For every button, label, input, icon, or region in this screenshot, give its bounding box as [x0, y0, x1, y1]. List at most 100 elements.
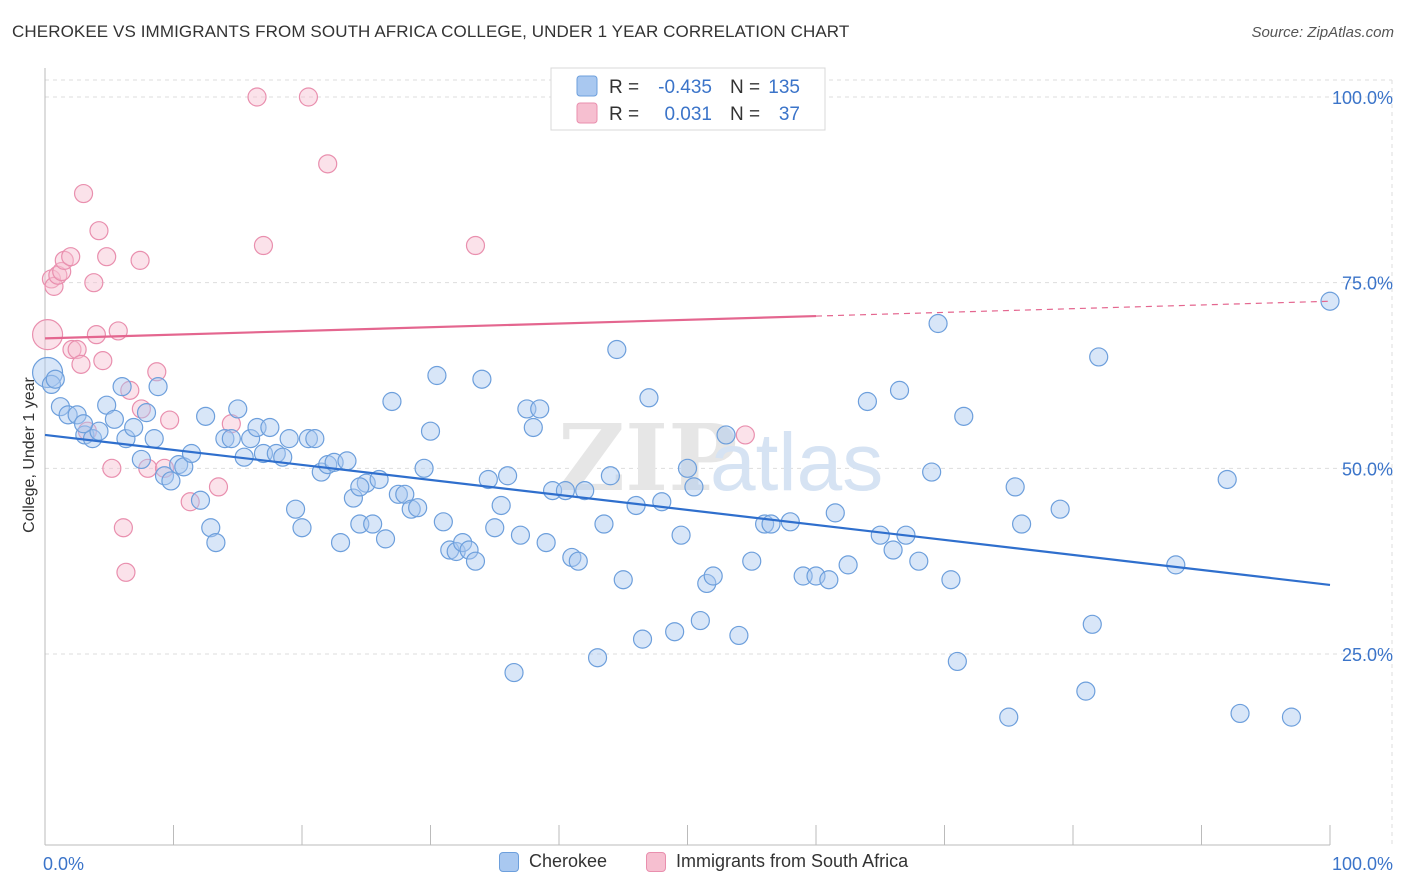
- y-tick-label: 100.0%: [1332, 88, 1393, 108]
- cherokee-point: [613, 570, 633, 590]
- cherokee-point: [215, 429, 235, 449]
- legend-r-value-1: -0.435: [658, 77, 712, 98]
- cherokee-point: [472, 369, 492, 389]
- cherokee-point: [1050, 499, 1070, 519]
- south-africa-point: [130, 250, 150, 270]
- cherokee-point: [825, 503, 845, 523]
- cherokee-point: [1230, 703, 1250, 724]
- cherokee-point: [889, 380, 910, 400]
- south-africa-point: [62, 339, 82, 360]
- south-africa-point: [97, 247, 117, 267]
- legend-n-label-1: N =: [730, 77, 760, 98]
- cherokee-point: [575, 481, 595, 501]
- cherokee-point: [1005, 477, 1025, 497]
- x-tick-label-max: 100.0%: [1332, 854, 1393, 874]
- cherokee-point: [148, 377, 168, 397]
- cherokee-point: [568, 551, 588, 571]
- cherokee-point: [433, 512, 453, 532]
- south-africa-point: [73, 183, 94, 204]
- south-africa-point: [113, 518, 133, 538]
- cherokee-point: [639, 388, 659, 408]
- cherokee-point: [1089, 347, 1109, 367]
- cherokee-point: [206, 532, 226, 553]
- cherokee-point: [420, 421, 441, 441]
- cherokee-point: [401, 499, 421, 519]
- cherokee-point: [298, 429, 319, 449]
- south-africa-point: [31, 319, 64, 351]
- cherokee-point: [305, 429, 325, 449]
- south-africa-point: [131, 399, 151, 419]
- cherokee-point: [45, 369, 65, 389]
- cherokee-point: [947, 651, 967, 672]
- south-africa-point: [465, 235, 486, 256]
- cherokee-point: [922, 462, 942, 482]
- south-africa-point: [247, 87, 267, 107]
- cherokee-point: [729, 625, 749, 646]
- cherokee-point: [523, 417, 543, 438]
- south-africa-point: [102, 458, 122, 478]
- bottom-legend-swatch-cherokee: [499, 851, 519, 872]
- trend-line-south-africa: [44, 314, 817, 340]
- cherokee-point: [41, 374, 62, 395]
- cherokee-point: [941, 570, 961, 590]
- south-africa-point: [71, 354, 91, 374]
- cherokee-point: [607, 339, 627, 360]
- cherokee-point: [112, 377, 132, 397]
- legend-n-label-2: N =: [730, 104, 760, 125]
- legend-n-value-1: 135: [768, 77, 800, 98]
- chart-title: CHEROKEE VS IMMIGRANTS FROM SOUTH AFRICA…: [12, 22, 850, 41]
- y-axis-label: College, Under 1 year: [21, 377, 38, 533]
- cherokee-point: [375, 529, 396, 549]
- cherokee-point: [600, 466, 621, 486]
- south-africa-point: [67, 339, 87, 360]
- bottom-legend-label-cherokee: Cherokee: [529, 851, 608, 871]
- cherokee-point: [427, 365, 447, 386]
- south-africa-point: [93, 351, 113, 371]
- watermark: ZIP atlas: [558, 404, 883, 512]
- cherokee-point: [382, 391, 402, 412]
- cherokee-point: [857, 391, 878, 412]
- cherokee-point: [201, 518, 221, 538]
- y-tick-label: 75.0%: [1342, 274, 1393, 294]
- cherokee-point: [510, 525, 531, 545]
- watermark-atlas: atlas: [710, 417, 883, 508]
- cherokee-point: [954, 406, 974, 426]
- legend-r-label-2: R =: [609, 104, 639, 125]
- cherokee-point: [350, 477, 370, 497]
- cherokee-point: [1082, 614, 1102, 634]
- bottom-legend-swatch-south-africa: [646, 851, 666, 872]
- cherokee-point: [330, 532, 351, 553]
- cherokee-point: [632, 629, 653, 649]
- south-africa-point: [318, 154, 338, 174]
- south-africa-point: [44, 276, 64, 296]
- cherokee-point: [498, 466, 518, 486]
- cherokee-point: [144, 429, 164, 449]
- cherokee-point: [50, 397, 71, 417]
- series-cherokee-points: [31, 291, 1340, 727]
- cherokee-point: [1281, 707, 1302, 727]
- cherokee-point: [161, 471, 181, 491]
- legend-r-value-2: 0.031: [664, 104, 712, 125]
- cherokee-point: [870, 525, 890, 545]
- cherokee-point: [337, 451, 357, 471]
- cherokee-point: [999, 707, 1019, 727]
- cherokee-point: [131, 449, 151, 470]
- cherokee-point: [909, 551, 929, 571]
- cherokee-point: [343, 488, 363, 508]
- cherokee-point: [838, 555, 858, 575]
- cherokee-point: [819, 570, 839, 590]
- series-south-africa-points: [31, 87, 755, 582]
- cherokee-point: [154, 466, 175, 486]
- legend-swatch-south-africa: [576, 102, 598, 124]
- cherokee-point: [1076, 681, 1096, 701]
- cherokee-point: [928, 313, 948, 334]
- legend-n-value-2: 37: [779, 104, 800, 125]
- cherokee-point: [536, 532, 556, 553]
- south-africa-point: [147, 362, 167, 382]
- cherokee-point: [453, 532, 473, 553]
- bottom-legend-label-south-africa: Immigrants from South Africa: [676, 851, 909, 871]
- cherokee-point: [124, 417, 144, 438]
- trend-lines: [44, 300, 1331, 587]
- cherokee-point: [806, 566, 826, 586]
- cherokee-point: [1217, 469, 1237, 490]
